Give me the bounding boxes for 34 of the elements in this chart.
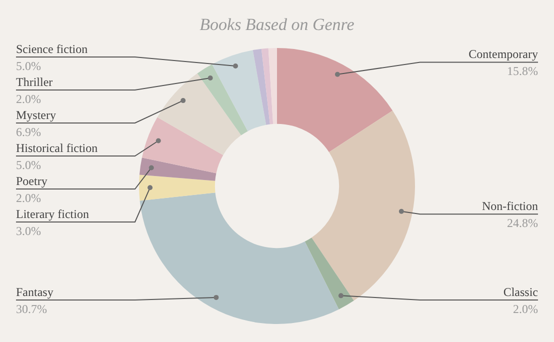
slice-label: Historical fiction — [16, 141, 98, 155]
donut-slice — [139, 158, 216, 181]
slice-label: Science fiction — [16, 42, 88, 56]
slice-label: Contemporary — [468, 47, 538, 62]
slice-label: Classic — [503, 285, 538, 299]
slice-label: Mystery — [16, 108, 56, 122]
donut-slice — [212, 50, 266, 132]
slice-label: Poetry — [16, 174, 48, 188]
donut-slice — [142, 117, 224, 174]
slice-label: Fantasy — [16, 285, 54, 299]
data-label: 5.0% — [16, 158, 41, 172]
donut-slice — [140, 192, 339, 324]
slice-label: Thriller — [16, 75, 53, 89]
slice-label: Non-fiction — [482, 199, 538, 214]
donut-slice — [139, 174, 216, 201]
donut-slice — [304, 238, 354, 310]
donut-slice — [261, 48, 274, 124]
donut-slice — [157, 73, 242, 156]
data-label: 3.0% — [16, 224, 41, 238]
data-label: 30.7% — [16, 302, 47, 316]
data-label: 2.0% — [16, 92, 41, 106]
donut-slice — [312, 110, 415, 301]
slice-label: Literary fiction — [16, 207, 89, 221]
donut-slice — [197, 64, 248, 136]
data-label: 24.8% — [507, 216, 538, 230]
donut-slice — [277, 48, 393, 152]
donut-slice — [252, 48, 270, 125]
donut-slice — [268, 48, 277, 124]
data-label: 15.8% — [507, 64, 538, 78]
data-label: 2.0% — [513, 302, 538, 316]
data-label: 5.0% — [16, 59, 41, 73]
data-label: 6.9% — [16, 125, 41, 139]
data-label: 2.0% — [16, 191, 41, 205]
chart-title: Books Based on Genre — [200, 15, 355, 34]
